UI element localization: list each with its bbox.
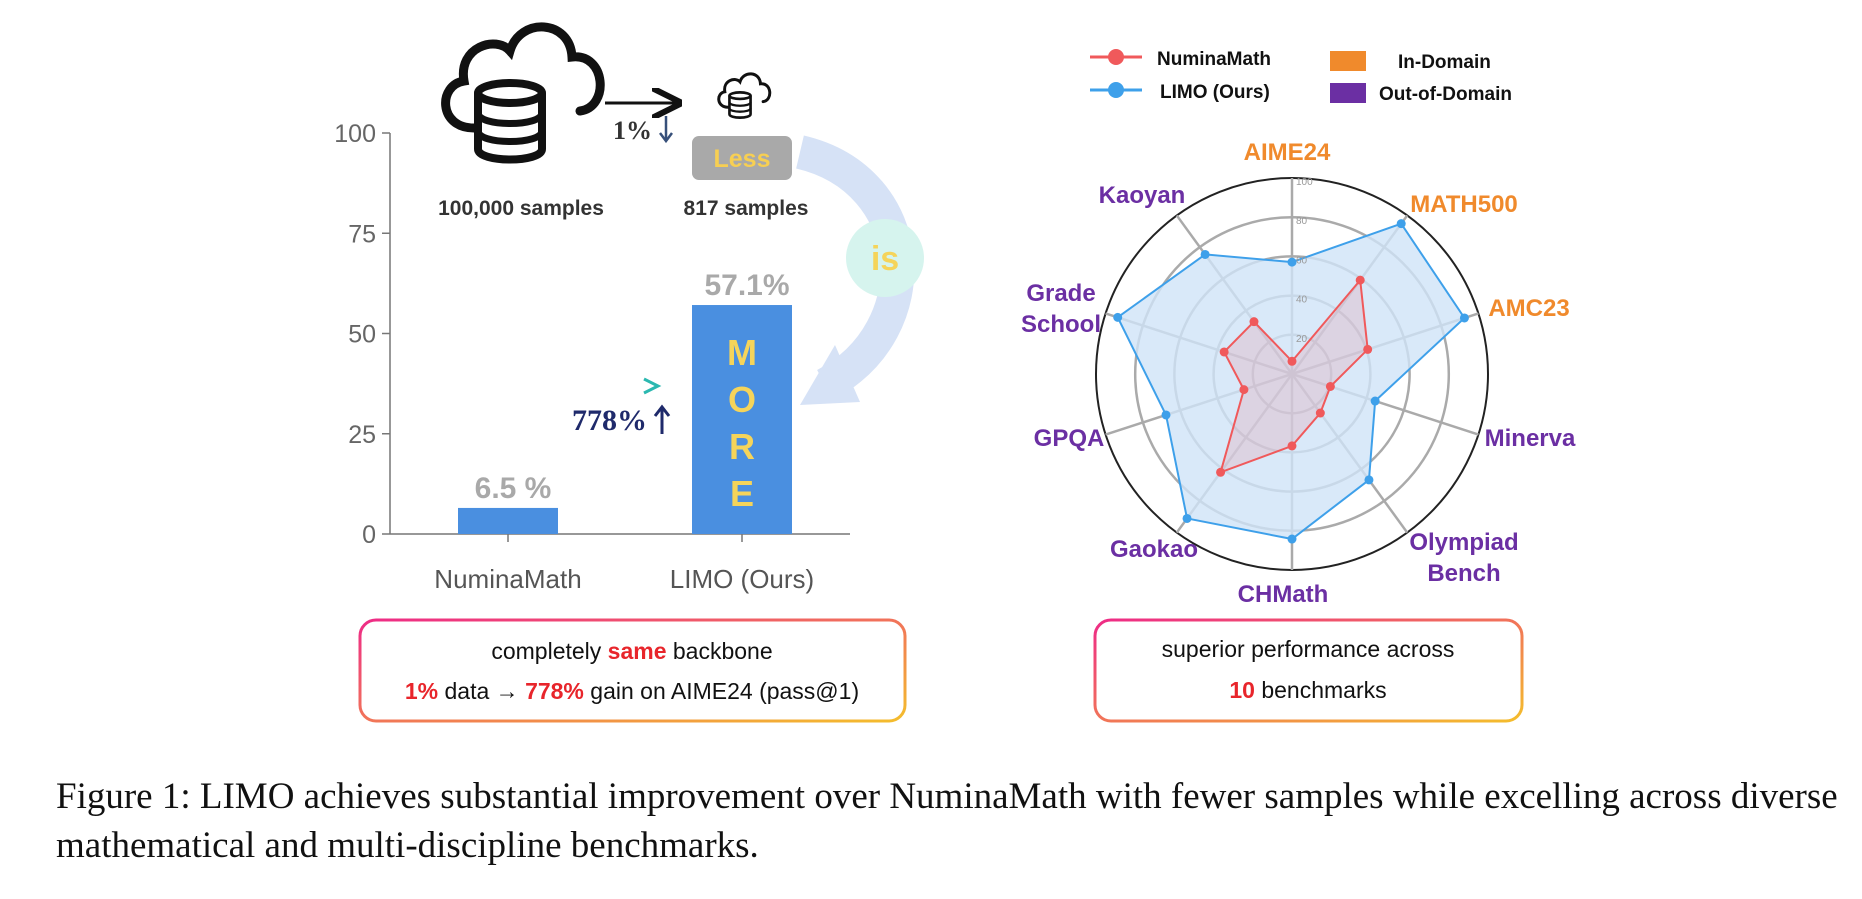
radar-axis-label: CHMath bbox=[1238, 581, 1329, 608]
radar-axis-label: Kaoyan bbox=[1099, 182, 1186, 209]
bar-1 bbox=[692, 305, 792, 534]
radar-point-numina bbox=[1287, 356, 1297, 366]
small-data-label: 817 samples bbox=[684, 197, 809, 220]
is-circle bbox=[846, 219, 924, 297]
one-percent-label: 1% bbox=[613, 116, 652, 145]
radar-point-limo bbox=[1370, 396, 1380, 406]
x-tick-label: LIMO (Ours) bbox=[670, 564, 814, 594]
radar-point-limo bbox=[1364, 475, 1374, 485]
bar-value-label: 6.5 % bbox=[475, 472, 552, 505]
y-tick-label: 100 bbox=[334, 120, 376, 148]
more-letter: E bbox=[730, 473, 754, 514]
x-tick-label: NuminaMath bbox=[434, 564, 581, 594]
radar-point-limo bbox=[1287, 257, 1297, 267]
legend-label-numina: NuminaMath bbox=[1157, 49, 1271, 70]
radar-axis-label: Minerva bbox=[1485, 425, 1576, 452]
right-summary-line1: superior performance across bbox=[1162, 636, 1455, 662]
less-badge bbox=[692, 136, 792, 180]
radar-chart: 20 40 60 80 100 AIME24 MATH500 AMC23 Minerva Olym… bbox=[1021, 139, 1576, 608]
legend-label-limo: LIMO (Ours) bbox=[1160, 82, 1270, 103]
figure-caption: Figure 1: LIMO achieves substantial impr… bbox=[56, 776, 1838, 866]
radar-point-numina bbox=[1363, 344, 1373, 354]
legend: NuminaMath LIMO (Ours) In-Domain Out-of-… bbox=[1090, 49, 1512, 105]
radar-axis-label: AIME24 bbox=[1244, 139, 1331, 166]
y-ticks: 0 25 50 75 100 bbox=[334, 120, 390, 549]
radar-point-numina bbox=[1216, 467, 1226, 477]
radar-point-limo bbox=[1396, 219, 1406, 229]
radar-point-numina bbox=[1219, 347, 1229, 357]
radar-tick-label: 60 bbox=[1296, 255, 1308, 266]
radar-axis-label: GPQA bbox=[1034, 425, 1105, 452]
gain-arrow-head bbox=[643, 377, 662, 395]
y-tick-label: 25 bbox=[348, 421, 376, 449]
radar-axis-label: AMC23 bbox=[1488, 295, 1569, 322]
radar-tick-label: 20 bbox=[1296, 334, 1308, 345]
radar-point-numina bbox=[1239, 385, 1249, 395]
radar-point-limo bbox=[1459, 313, 1469, 323]
bar-0 bbox=[458, 507, 558, 534]
y-tick-label: 0 bbox=[362, 521, 376, 549]
radar-point-limo bbox=[1161, 410, 1171, 420]
radar-axis-label: MATH500 bbox=[1410, 191, 1518, 218]
legend-item-out-domain: Out-of-Domain bbox=[1330, 83, 1512, 105]
less-badge-label: Less bbox=[714, 145, 771, 173]
radar-axis-label: Gaokao bbox=[1110, 536, 1198, 563]
cloud-database-icon bbox=[441, 22, 605, 164]
bar-chart: 0 25 50 75 100 6.5 % NuminaMath 57.1% LIMO (Our… bbox=[334, 120, 850, 594]
radar-tick-label: 40 bbox=[1296, 295, 1308, 306]
radar-tick-label: 80 bbox=[1296, 216, 1308, 227]
y-tick-label: 50 bbox=[348, 321, 376, 349]
legend-item-in-domain: In-Domain bbox=[1330, 51, 1491, 73]
more-letter: R bbox=[729, 426, 755, 467]
radar-point-numina bbox=[1355, 275, 1365, 285]
more-letter: O bbox=[728, 379, 756, 420]
radar-point-limo bbox=[1287, 534, 1297, 544]
gain-label: 778% bbox=[572, 404, 647, 437]
left-summary-box bbox=[358, 618, 907, 723]
radar-point-numina bbox=[1249, 317, 1259, 327]
big-data-label: 100,000 samples bbox=[438, 197, 604, 220]
up-arrow-icon bbox=[653, 404, 671, 434]
more-letter: M bbox=[727, 332, 757, 373]
radar-point-limo bbox=[1200, 249, 1210, 259]
legend-item-numina: NuminaMath bbox=[1090, 49, 1271, 70]
radar-point-numina bbox=[1315, 408, 1325, 418]
curved-arrow-head bbox=[800, 345, 860, 405]
y-tick-label: 75 bbox=[348, 220, 376, 248]
left-panel: 0 25 50 75 100 6.5 % NuminaMath 57.1% LIMO (Our… bbox=[334, 22, 924, 723]
bar-value-label: 57.1% bbox=[704, 269, 789, 302]
down-arrow-icon bbox=[659, 116, 673, 144]
radar-axis-label: Grade School bbox=[1021, 280, 1101, 338]
radar-point-limo bbox=[1113, 312, 1123, 322]
right-panel: NuminaMath LIMO (Ours) In-Domain Out-of-… bbox=[1021, 49, 1576, 723]
radar-point-limo bbox=[1182, 513, 1192, 523]
small-cloud-database-icon bbox=[717, 72, 772, 119]
radar-axis-label: Olympiad Bench bbox=[1409, 529, 1518, 587]
radar-tick-label: 100 bbox=[1296, 177, 1313, 188]
right-summary-box bbox=[1093, 618, 1524, 723]
legend-label-out-domain: Out-of-Domain bbox=[1379, 84, 1512, 105]
right-summary-line2: 10 benchmarks bbox=[1229, 677, 1386, 703]
left-summary-line1: completely same backbone bbox=[491, 638, 772, 664]
radar-point-numina bbox=[1287, 441, 1297, 451]
legend-item-limo: LIMO (Ours) bbox=[1090, 82, 1270, 103]
radar-point-numina bbox=[1325, 381, 1335, 391]
is-label: is bbox=[871, 240, 899, 278]
legend-label-in-domain: In-Domain bbox=[1398, 52, 1491, 73]
left-summary-line2: 1% data → 778% gain on AIME24 (pass@1) bbox=[405, 678, 859, 704]
